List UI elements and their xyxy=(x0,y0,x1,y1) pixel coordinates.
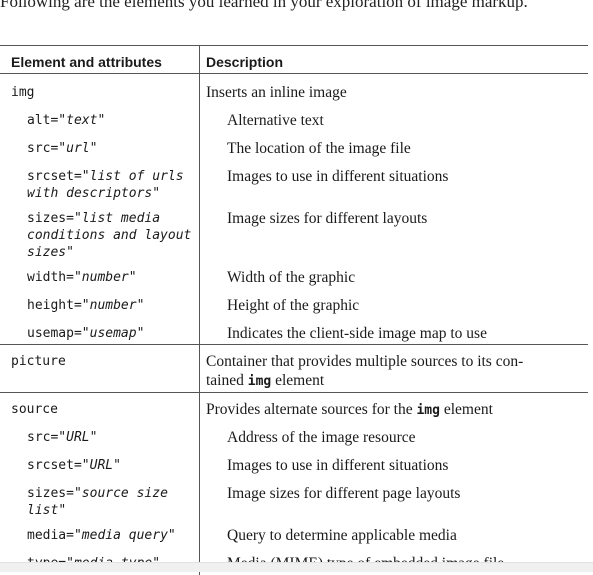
element-cell: picture xyxy=(11,353,66,370)
intro-text: Following are the elements you learned i… xyxy=(0,0,528,11)
element-cell: sizes="source size list" xyxy=(27,485,168,519)
attribute-closing-quote: " xyxy=(128,270,137,285)
header-element: Element and attributes xyxy=(11,54,162,70)
element-name: height=" xyxy=(27,298,90,313)
element-name: alt=" xyxy=(27,113,67,128)
attribute-value: number xyxy=(89,298,137,313)
attribute-closing-quote: " xyxy=(89,430,98,445)
element-cell: alt="text" xyxy=(27,112,105,129)
table-top-rule xyxy=(0,45,588,46)
description-cell: Indicates the client-side image map to u… xyxy=(227,324,487,343)
attribute-value: URL xyxy=(89,458,114,473)
element-cell: srcset="URL" xyxy=(27,457,121,474)
description-cell: Alternative text xyxy=(227,111,324,130)
attribute-value: source size list xyxy=(27,486,168,518)
element-name: sizes=" xyxy=(27,211,82,226)
description-cell: Images to use in different situations xyxy=(227,167,448,186)
bottom-scroll-strip xyxy=(0,562,593,572)
inline-code: img xyxy=(247,374,272,389)
attribute-closing-quote: " xyxy=(152,186,161,201)
element-name: media=" xyxy=(27,528,82,543)
description-cell: The location of the image file xyxy=(227,139,411,158)
element-cell: src="url" xyxy=(27,140,97,157)
attribute-value: number xyxy=(81,270,129,285)
description-text-tail: element xyxy=(439,401,493,418)
header-rule xyxy=(0,73,588,74)
element-name: img xyxy=(11,85,35,100)
element-name: source xyxy=(11,402,58,417)
element-cell: src="URL" xyxy=(27,429,97,446)
attribute-value: list media conditions and layout sizes xyxy=(27,211,192,260)
description-text: Width of the graphic xyxy=(227,269,356,286)
description-text: Query to determine applicable media xyxy=(227,527,457,544)
description-text: Images to use in different situations xyxy=(227,168,449,185)
attribute-closing-quote: " xyxy=(89,141,98,156)
attribute-closing-quote: " xyxy=(136,326,145,341)
row-rule xyxy=(0,392,588,393)
element-cell: usemap="usemap" xyxy=(27,325,144,342)
description-cell: Container that provides multiple sources… xyxy=(206,352,523,391)
attribute-closing-quote: " xyxy=(66,245,74,260)
element-cell: img xyxy=(11,84,34,101)
description-text: The location of the image file xyxy=(227,140,411,157)
description-cell: Height of the graphic xyxy=(227,296,359,315)
element-cell: sizes="list media conditions and layout … xyxy=(27,210,191,261)
attribute-closing-quote: " xyxy=(97,113,106,128)
attribute-closing-quote: " xyxy=(167,528,176,543)
description-cell: Address of the image resource xyxy=(227,428,416,447)
element-cell: srcset="list of urls with descriptors" xyxy=(27,168,184,202)
inline-code: img xyxy=(416,403,440,418)
attribute-value: text xyxy=(66,113,98,128)
description-text: Alternative text xyxy=(227,112,324,129)
element-cell: media="media query" xyxy=(27,527,176,544)
attribute-closing-quote: " xyxy=(58,503,67,518)
description-cell: Inserts an inline image xyxy=(206,83,347,102)
description-text: Indicates the client-side image map to u… xyxy=(227,325,487,342)
attribute-value: media query xyxy=(81,528,168,543)
description-cell: Image sizes for different layouts xyxy=(227,209,427,228)
description-cell: Image sizes for different page layouts xyxy=(227,484,460,503)
description-cell: Query to determine applicable media xyxy=(227,526,457,545)
description-cell: Width of the graphic xyxy=(227,268,355,287)
element-name: width=" xyxy=(27,270,82,285)
attribute-closing-quote: " xyxy=(136,298,145,313)
element-cell: height="number" xyxy=(27,297,144,314)
element-name: src=" xyxy=(27,141,67,156)
element-name: srcset=" xyxy=(27,458,90,473)
row-rule xyxy=(0,344,588,345)
element-name: sizes=" xyxy=(27,486,82,501)
description-text: Provides alternate sources for the xyxy=(206,401,417,418)
element-name: srcset=" xyxy=(27,169,90,184)
attribute-value: url xyxy=(66,141,90,156)
element-cell: source xyxy=(11,401,58,418)
element-name: usemap=" xyxy=(27,326,90,341)
attribute-value: URL xyxy=(66,430,90,445)
description-text: Images to use in different situations xyxy=(227,457,449,474)
description-text: Container that provides multiple sources… xyxy=(206,353,524,389)
attribute-value: usemap xyxy=(89,326,137,341)
element-cell: width="number" xyxy=(27,269,137,286)
element-name: picture xyxy=(11,354,66,369)
description-text: Image sizes for different layouts xyxy=(227,210,428,227)
description-text: Address of the image resource xyxy=(227,429,416,446)
header-description: Description xyxy=(206,54,284,70)
attribute-closing-quote: " xyxy=(113,458,121,473)
element-name: src=" xyxy=(27,430,67,445)
attribute-value: list of urls with descriptors xyxy=(27,169,184,201)
description-text: Inserts an inline image xyxy=(206,84,347,101)
column-divider xyxy=(199,45,200,575)
description-text: Image sizes for different page layouts xyxy=(227,485,461,502)
description-text-tail: element xyxy=(271,372,325,389)
description-cell: Provides alternate sources for the img e… xyxy=(206,400,493,420)
description-text: Height of the graphic xyxy=(227,297,360,314)
description-cell: Images to use in different situations xyxy=(227,456,448,475)
